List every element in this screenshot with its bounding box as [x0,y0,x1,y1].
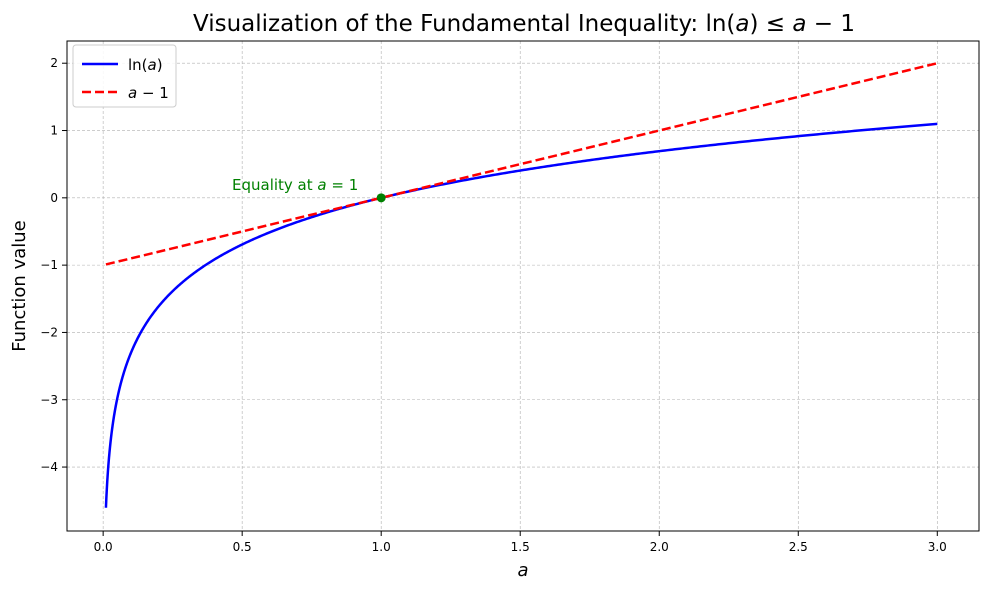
y-tick-label: −3 [40,393,58,407]
legend-label-linear: a − 1 [128,84,169,102]
chart-title-mid: ) ≤ [750,11,793,37]
equality-point-marker [376,193,386,203]
legend-ln-suffix: ) [157,56,163,74]
chart-title-var-a-2: a [792,11,806,37]
x-tick-label: 3.0 [928,540,947,554]
annotation-layer [376,193,386,203]
grid [67,41,979,531]
plot-area [66,40,980,532]
equality-annotation: Equality at a = 1 [232,176,358,194]
series-layer [104,61,938,510]
x-tick-label: 2.5 [789,540,808,554]
y-tick-label: 2 [50,56,58,70]
series-line-linear [105,61,938,266]
legend-label-ln: ln(a) [128,56,163,74]
chart-title-suffix: − 1 [806,11,855,37]
x-tick-label: 1.5 [511,540,530,554]
x-axis-label: a [517,560,528,581]
y-axis-ticks: −4 −3 −2 −1 0 1 2 [40,56,67,474]
y-tick-label: −2 [40,325,58,339]
equality-annotation-prefix: Equality at [232,176,317,194]
y-axis-label: Function value [9,220,30,351]
plot-frame [66,40,980,532]
legend-linear-var: a [128,84,137,102]
x-tick-label: 1.0 [372,540,391,554]
y-tick-label: 0 [50,191,58,205]
chart-title: Visualization of the Fundamental Inequal… [193,11,855,37]
legend: ln(a) a − 1 [72,44,177,108]
series-line-ln [104,122,938,510]
x-axis-ticks: 0.0 0.5 1.0 1.5 2.0 2.5 3.0 [94,531,947,554]
chart-title-var-a: a [735,11,749,37]
chart-title-prefix: Visualization of the Fundamental Inequal… [193,11,735,37]
legend-ln-prefix: ln( [128,56,148,74]
x-tick-label: 0.5 [233,540,252,554]
legend-linear-suffix: − 1 [137,84,169,102]
equality-annotation-var: a [317,176,326,194]
equality-annotation-suffix: = 1 [327,176,359,194]
y-tick-label: 1 [50,124,58,138]
x-tick-label: 2.0 [650,540,669,554]
legend-ln-var: a [148,56,157,74]
y-tick-label: −1 [40,258,58,272]
x-tick-label: 0.0 [94,540,113,554]
y-tick-label: −4 [40,460,58,474]
